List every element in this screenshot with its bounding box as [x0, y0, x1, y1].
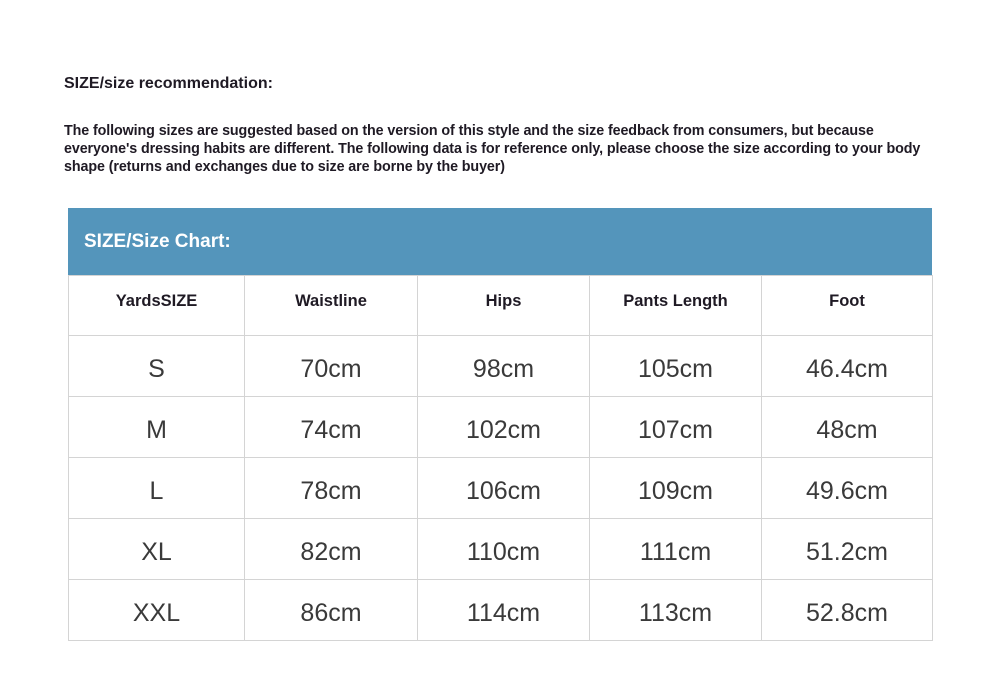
column-header: Pants Length — [589, 275, 762, 336]
table-cell: L — [68, 457, 245, 519]
column-header: Foot — [761, 275, 933, 336]
table-cell: 113cm — [589, 579, 762, 641]
table-row: XXL 86cm 114cm 113cm 52.8cm — [68, 579, 933, 641]
table-cell: S — [68, 335, 245, 397]
size-chart: SIZE/Size Chart: YardsSIZE Waistline Hips P… — [68, 208, 933, 641]
column-header: Hips — [417, 275, 590, 336]
table-cell: M — [68, 396, 245, 458]
table-cell: 106cm — [417, 457, 590, 519]
table-cell: XXL — [68, 579, 245, 641]
table-header-row: YardsSIZE Waistline Hips Pants Length Foot — [68, 275, 933, 336]
table-row: S 70cm 98cm 105cm 46.4cm — [68, 335, 933, 397]
table-cell: 78cm — [244, 457, 418, 519]
table-cell: 82cm — [244, 518, 418, 580]
table-cell: 49.6cm — [761, 457, 933, 519]
size-table: YardsSIZE Waistline Hips Pants Length Foot S 7… — [68, 275, 933, 641]
table-cell: XL — [68, 518, 245, 580]
table-row: L 78cm 106cm 109cm 49.6cm — [68, 457, 933, 519]
table-cell: 52.8cm — [761, 579, 933, 641]
table-cell: 102cm — [417, 396, 590, 458]
table-cell: 74cm — [244, 396, 418, 458]
column-header: YardsSIZE — [68, 275, 245, 336]
table-cell: 110cm — [417, 518, 590, 580]
column-header: Waistline — [244, 275, 418, 336]
page-title: SIZE/size recommendation: — [64, 75, 273, 92]
table-cell: 98cm — [417, 335, 590, 397]
table-cell: 48cm — [761, 396, 933, 458]
table-cell: 114cm — [417, 579, 590, 641]
table-cell: 46.4cm — [761, 335, 933, 397]
size-chart-heading: SIZE/Size Chart: — [68, 208, 932, 275]
size-recommendation-text: The following sizes are suggested based … — [64, 123, 921, 175]
table-cell: 86cm — [244, 579, 418, 641]
table-row: XL 82cm 110cm 111cm 51.2cm — [68, 518, 933, 580]
table-cell: 70cm — [244, 335, 418, 397]
table-cell: 107cm — [589, 396, 762, 458]
table-cell: 105cm — [589, 335, 762, 397]
table-row: M 74cm 102cm 107cm 48cm — [68, 396, 933, 458]
table-cell: 109cm — [589, 457, 762, 519]
table-cell: 51.2cm — [761, 518, 933, 580]
table-cell: 111cm — [589, 518, 762, 580]
